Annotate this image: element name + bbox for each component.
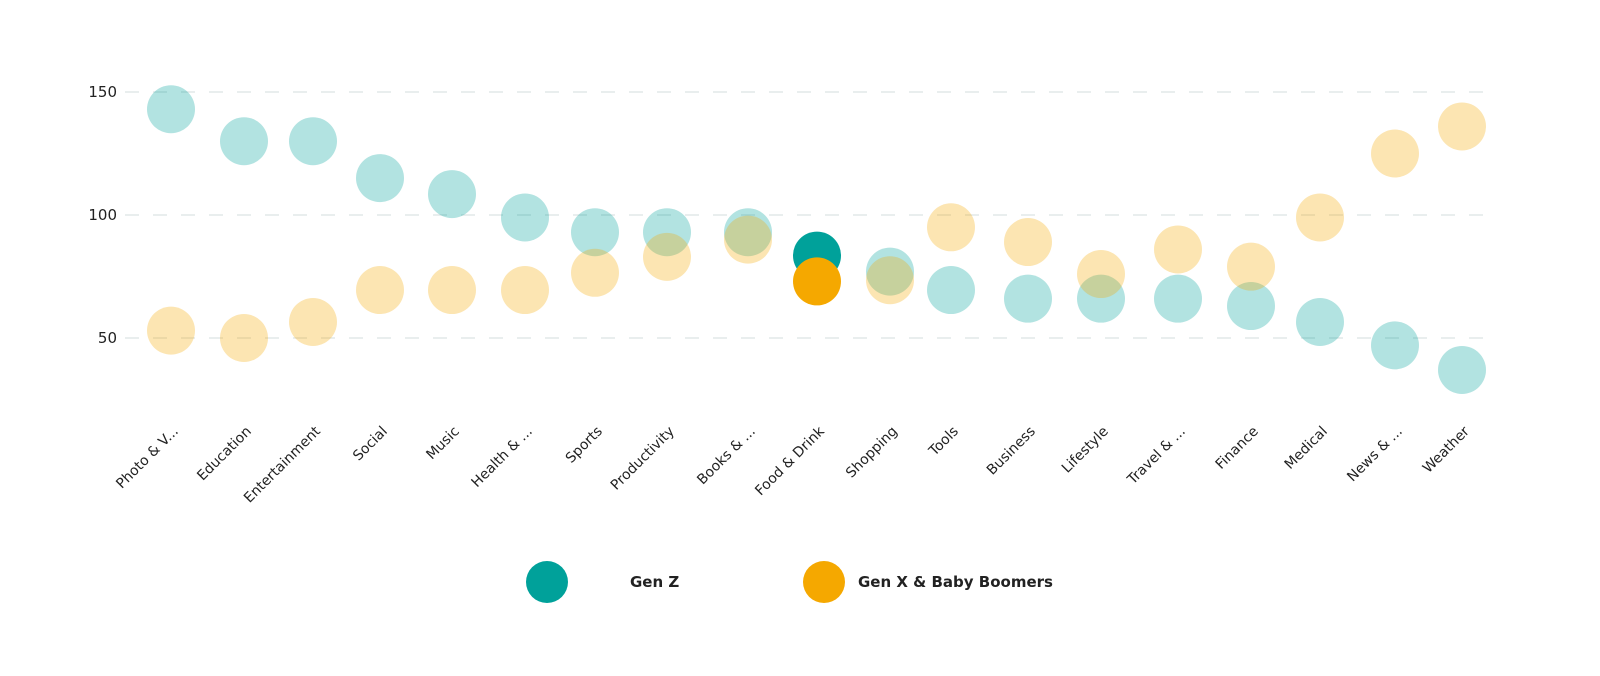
x-tick-label: Photo & V...	[113, 424, 182, 493]
gen-z-point[interactable]	[1371, 321, 1419, 370]
gen-z-point[interactable]	[147, 85, 195, 134]
x-tick-label: Food & Drink	[752, 423, 828, 499]
gen-z-point[interactable]	[1004, 274, 1052, 323]
x-tick-label: Sports	[563, 424, 606, 467]
gen-x-point[interactable]	[1438, 102, 1486, 151]
gen-z-point[interactable]	[1227, 282, 1275, 331]
gen-z-point[interactable]	[356, 154, 404, 203]
gen-x-point[interactable]	[1371, 129, 1419, 178]
gen-x-point[interactable]	[356, 266, 404, 315]
gen-z-point[interactable]	[1077, 274, 1125, 323]
legend-label-gen-z: Gen Z	[630, 573, 679, 591]
y-tick-label: 150	[88, 83, 117, 101]
x-tick-label: Medical	[1282, 424, 1331, 473]
x-tick-label: Health & ...	[469, 424, 536, 491]
gen-x-point[interactable]	[1227, 242, 1275, 291]
gen-x-point[interactable]	[1077, 250, 1125, 299]
x-tick-label: News & ...	[1344, 424, 1406, 486]
gen-z-point[interactable]	[866, 247, 914, 296]
gen-x-point[interactable]	[643, 232, 691, 281]
gen-z-point[interactable]	[724, 208, 772, 257]
legend: Gen Z Gen X & Baby Boomers	[526, 561, 1053, 603]
x-tick-label: Business	[984, 424, 1039, 479]
gen-z-point[interactable]	[220, 117, 268, 166]
gen-z-point[interactable]	[289, 117, 337, 166]
y-tick-label: 100	[88, 206, 117, 224]
gen-z-point[interactable]	[643, 208, 691, 257]
gen-x-point[interactable]	[1296, 193, 1344, 242]
gen-z-point[interactable]	[1154, 274, 1202, 323]
gen-z-point[interactable]	[571, 208, 619, 257]
x-tick-label: Lifestyle	[1059, 424, 1112, 477]
x-tick-label: Finance	[1213, 424, 1262, 473]
gen-x-point[interactable]	[220, 314, 268, 362]
x-tick-label: Education	[194, 424, 255, 485]
x-tick-label: Weather	[1420, 423, 1473, 476]
gen-x-point[interactable]	[428, 266, 476, 315]
legend-label-gen-x: Gen X & Baby Boomers	[858, 573, 1053, 591]
x-tick-label: Books & ...	[694, 424, 759, 489]
gen-z-point[interactable]	[428, 170, 476, 219]
gen-x-point[interactable]	[289, 298, 337, 347]
gen-x-point[interactable]	[724, 215, 772, 264]
x-tick-label: Social	[350, 424, 391, 465]
gen-x-point[interactable]	[571, 248, 619, 297]
legend-marker-gen-x	[803, 561, 845, 603]
y-tick-label: 50	[98, 329, 117, 347]
x-tick-label: Shopping	[843, 424, 901, 482]
x-tick-label: Productivity	[608, 424, 678, 494]
gen-x-point[interactable]	[927, 203, 975, 252]
x-tick-label: Music	[423, 424, 462, 463]
gen-z-point[interactable]	[1438, 345, 1486, 394]
x-tick-label: Travel & ...	[1124, 424, 1189, 489]
gen-z-point[interactable]	[1296, 298, 1344, 347]
legend-marker-gen-z	[526, 561, 568, 603]
gen-x-point[interactable]	[1154, 225, 1202, 274]
gen-x-point[interactable]	[501, 266, 549, 315]
gen-x-point[interactable]	[147, 306, 195, 355]
gen-x-point[interactable]	[1004, 218, 1052, 267]
gen-z-point[interactable]	[927, 266, 975, 315]
gen-x-point[interactable]	[866, 256, 914, 305]
gen-x-point[interactable]	[793, 257, 841, 306]
gen-z-point[interactable]	[501, 193, 549, 242]
x-tick-label: Tools	[925, 424, 961, 460]
